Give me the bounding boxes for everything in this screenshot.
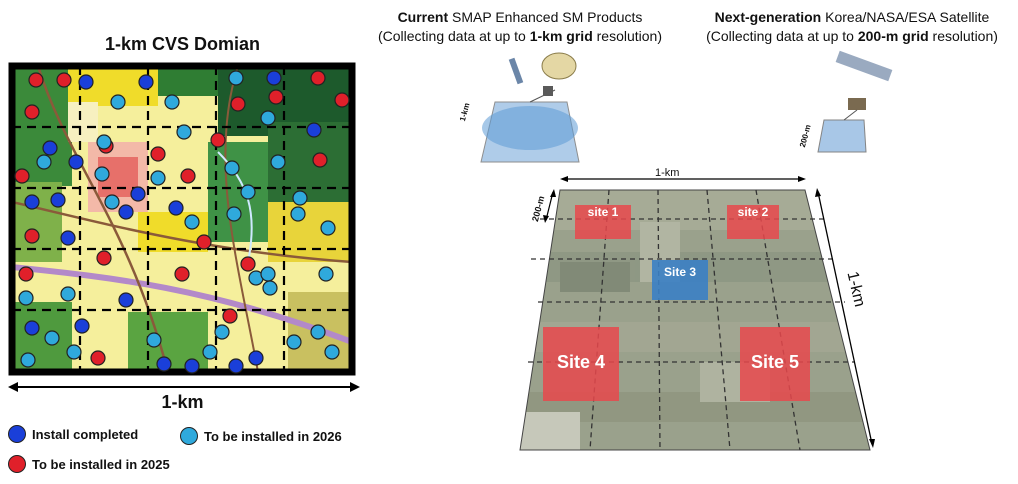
site-1-label: site 1 — [587, 205, 619, 219]
satellite-body-icon — [848, 98, 866, 110]
next-gen-satellite-illustration — [817, 50, 893, 153]
site-2-box — [727, 205, 779, 239]
site-3-label: Site 3 — [663, 265, 696, 279]
legend-item-completed: Install completed — [8, 425, 138, 443]
right-dimension-arrow — [817, 191, 873, 445]
header-current-l2a: (Collecting data at up to — [377, 28, 530, 44]
solar-panel-icon — [508, 57, 524, 85]
site-3-box — [652, 260, 708, 300]
legend-label: To be installed in 2025 — [32, 456, 170, 472]
legend-dot-light-blue — [180, 427, 198, 445]
header-current-l2b: 1-km grid — [529, 28, 593, 44]
site-5-box — [740, 327, 810, 401]
site-4-label: Site 4 — [556, 352, 606, 372]
header-next-l2c: resolution) — [928, 28, 998, 44]
smap-satellite-illustration — [480, 52, 580, 163]
header-next-l2b: 200-m grid — [857, 28, 929, 44]
header-next-rest: Korea/NASA/ESA Satellite — [821, 9, 990, 25]
legend-label: Install completed — [32, 426, 139, 442]
next-gen-footprint — [817, 119, 867, 153]
header-next-bold: Next-generation — [714, 9, 822, 25]
header-next: Next-generation Korea/NASA/ESA Satellite… — [690, 8, 1014, 46]
sensor-points — [14, 70, 350, 374]
legend-dot-blue — [8, 425, 26, 443]
site-grid-perspective — [519, 176, 875, 451]
legend-item-2026: To be installed in 2026 — [180, 427, 342, 445]
cvs-domain-map — [8, 62, 356, 376]
legend-dot-red — [8, 455, 26, 473]
left-panel-title: 1-km CVS Domian — [104, 34, 261, 54]
map-frame — [8, 62, 356, 376]
site-2-label: site 2 — [737, 205, 769, 219]
header-current-bold: Current — [397, 9, 449, 25]
top-dimension-label: 1-km — [655, 167, 680, 179]
header-next-l2a: (Collecting data at up to — [706, 28, 858, 44]
legend-item-2025: To be installed in 2025 — [8, 455, 170, 473]
site-4-box — [543, 327, 619, 401]
legend-label: To be installed in 2026 — [204, 428, 342, 444]
scale-arrow — [8, 382, 360, 392]
site-5-label: Site 5 — [750, 352, 800, 372]
scale-label: 1-km — [161, 392, 204, 412]
header-current-l2c: resolution) — [592, 28, 663, 44]
header-current-rest: SMAP Enhanced SM Products — [448, 9, 643, 25]
satellite-dish-icon — [541, 52, 577, 80]
solar-array-icon — [835, 50, 893, 82]
site-1-box — [575, 205, 631, 239]
header-current: Current SMAP Enhanced SM Products (Colle… — [362, 8, 678, 46]
